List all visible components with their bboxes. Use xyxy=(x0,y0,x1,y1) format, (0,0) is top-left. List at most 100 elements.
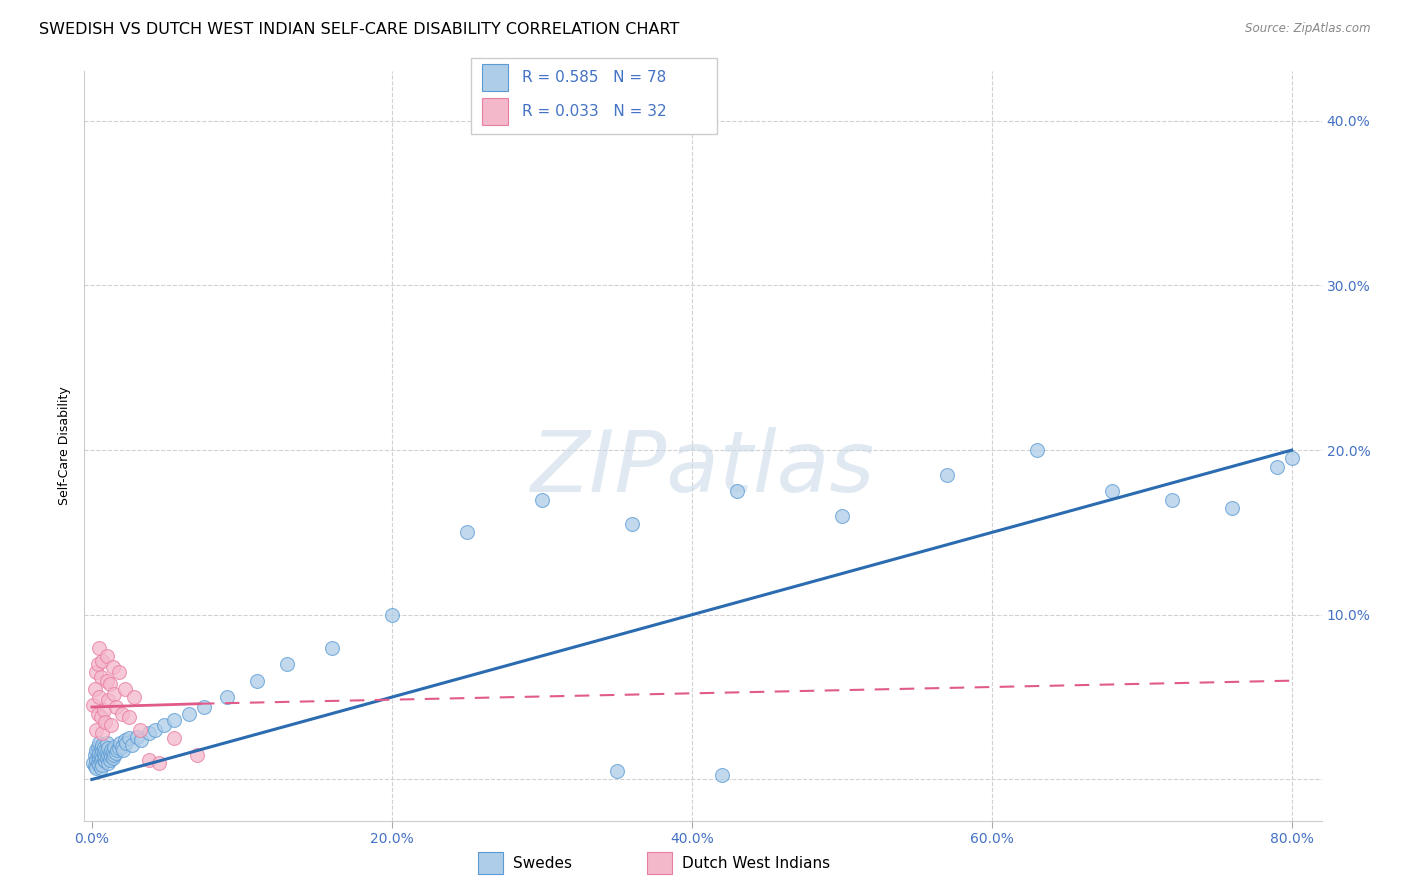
Point xyxy=(111,706,134,721)
Point xyxy=(381,607,404,622)
Text: R = 0.585   N = 78: R = 0.585 N = 78 xyxy=(522,70,666,85)
Point xyxy=(104,746,127,760)
Point xyxy=(91,654,114,668)
Point xyxy=(108,665,131,680)
Point xyxy=(82,698,104,713)
Point xyxy=(276,657,298,672)
Point xyxy=(1101,484,1123,499)
Point xyxy=(193,700,215,714)
Point xyxy=(82,756,104,770)
Point xyxy=(100,749,122,764)
Point xyxy=(86,743,108,757)
Point xyxy=(87,706,110,721)
Point xyxy=(83,747,105,762)
Point xyxy=(93,703,115,717)
Text: Source: ZipAtlas.com: Source: ZipAtlas.com xyxy=(1246,22,1371,36)
Point xyxy=(91,751,114,765)
Point xyxy=(96,736,118,750)
Point xyxy=(93,753,115,767)
Text: ZIPatlas: ZIPatlas xyxy=(531,427,875,510)
Point xyxy=(90,710,112,724)
Point xyxy=(606,764,628,779)
Y-axis label: Self-Care Disability: Self-Care Disability xyxy=(58,386,72,506)
Point xyxy=(89,757,111,772)
Point xyxy=(83,681,105,696)
Point xyxy=(163,731,186,746)
Point xyxy=(112,743,135,757)
Point xyxy=(138,726,160,740)
Point xyxy=(1265,459,1288,474)
Point xyxy=(118,710,141,724)
Text: Dutch West Indians: Dutch West Indians xyxy=(682,856,830,871)
Point xyxy=(97,747,120,762)
Point xyxy=(125,730,148,744)
Point xyxy=(186,747,208,762)
Point xyxy=(530,492,553,507)
Point xyxy=(87,749,110,764)
Point xyxy=(98,746,121,760)
Point xyxy=(90,761,112,775)
Point xyxy=(97,756,120,770)
Point xyxy=(89,746,111,760)
Point xyxy=(94,743,117,757)
Point xyxy=(104,700,127,714)
Point xyxy=(101,751,124,765)
Point xyxy=(98,677,121,691)
Point xyxy=(153,718,176,732)
Point xyxy=(86,753,108,767)
Point xyxy=(725,484,748,499)
Point xyxy=(935,467,957,482)
Point xyxy=(101,744,124,758)
Point xyxy=(86,665,108,680)
Text: SWEDISH VS DUTCH WEST INDIAN SELF-CARE DISABILITY CORRELATION CHART: SWEDISH VS DUTCH WEST INDIAN SELF-CARE D… xyxy=(39,22,679,37)
Point xyxy=(94,714,117,729)
Point xyxy=(1160,492,1182,507)
Point xyxy=(100,718,122,732)
Point xyxy=(89,751,111,765)
Point xyxy=(91,744,114,758)
Point xyxy=(121,738,143,752)
Point xyxy=(96,751,118,765)
Point xyxy=(93,739,115,754)
Point xyxy=(91,738,114,752)
Point xyxy=(96,648,118,663)
Point xyxy=(94,755,117,769)
Point xyxy=(90,755,112,769)
Point xyxy=(86,761,108,775)
Point xyxy=(89,640,111,655)
Point xyxy=(90,670,112,684)
Point xyxy=(87,739,110,754)
Point xyxy=(103,739,125,754)
Point xyxy=(101,660,124,674)
Point xyxy=(83,759,105,773)
Point xyxy=(114,681,136,696)
Point xyxy=(1025,443,1047,458)
Point xyxy=(90,741,112,756)
Point xyxy=(87,657,110,672)
Point xyxy=(93,746,115,760)
Point xyxy=(97,693,120,707)
Point xyxy=(89,690,111,705)
Text: R = 0.033   N = 32: R = 0.033 N = 32 xyxy=(522,104,666,119)
Point xyxy=(246,673,269,688)
Point xyxy=(114,733,136,747)
Point xyxy=(108,741,131,756)
Point xyxy=(86,723,108,737)
Point xyxy=(91,757,114,772)
Point xyxy=(110,736,132,750)
Point xyxy=(215,690,238,705)
Point xyxy=(122,690,145,705)
Point xyxy=(321,640,343,655)
Point xyxy=(96,673,118,688)
Point xyxy=(456,525,478,540)
Point xyxy=(105,743,128,757)
Point xyxy=(115,736,138,750)
Point xyxy=(90,747,112,762)
Point xyxy=(87,756,110,770)
Point xyxy=(89,736,111,750)
Point xyxy=(179,706,201,721)
Point xyxy=(94,749,117,764)
Point xyxy=(1281,451,1303,466)
Point xyxy=(831,508,853,523)
Point xyxy=(103,687,125,701)
